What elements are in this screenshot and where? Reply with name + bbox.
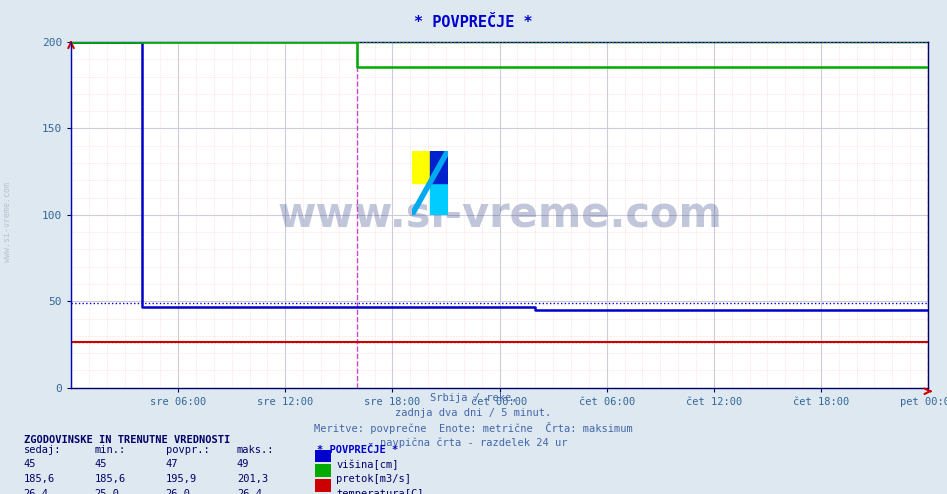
- Text: navpična črta - razdelek 24 ur: navpična črta - razdelek 24 ur: [380, 437, 567, 448]
- Text: 26,4: 26,4: [237, 489, 261, 494]
- Text: 26,0: 26,0: [166, 489, 190, 494]
- Text: povpr.:: povpr.:: [166, 445, 209, 454]
- Text: 49: 49: [237, 459, 249, 469]
- Text: Srbija / reke,: Srbija / reke,: [430, 393, 517, 403]
- Text: min.:: min.:: [95, 445, 126, 454]
- Bar: [430, 151, 448, 183]
- Text: maks.:: maks.:: [237, 445, 275, 454]
- Text: 195,9: 195,9: [166, 474, 197, 484]
- Text: temperatura[C]: temperatura[C]: [336, 489, 423, 494]
- Text: zadnja dva dni / 5 minut.: zadnja dva dni / 5 minut.: [396, 408, 551, 417]
- Text: Meritve: povprečne  Enote: metrične  Črta: maksimum: Meritve: povprečne Enote: metrične Črta:…: [314, 422, 633, 434]
- Text: 45: 45: [24, 459, 36, 469]
- Bar: [430, 183, 448, 215]
- Text: * POVPREČJE *: * POVPREČJE *: [317, 445, 399, 454]
- Text: 25,0: 25,0: [95, 489, 119, 494]
- Text: 26,4: 26,4: [24, 489, 48, 494]
- Text: 45: 45: [95, 459, 107, 469]
- Text: pretok[m3/s]: pretok[m3/s]: [336, 474, 411, 484]
- Text: sedaj:: sedaj:: [24, 445, 62, 454]
- Text: višina[cm]: višina[cm]: [336, 459, 399, 470]
- Text: ZGODOVINSKE IN TRENUTNE VREDNOSTI: ZGODOVINSKE IN TRENUTNE VREDNOSTI: [24, 435, 230, 445]
- Text: 47: 47: [166, 459, 178, 469]
- Bar: [412, 151, 430, 183]
- Text: 201,3: 201,3: [237, 474, 268, 484]
- Text: 185,6: 185,6: [95, 474, 126, 484]
- Text: 185,6: 185,6: [24, 474, 55, 484]
- Text: www.si-vreme.com: www.si-vreme.com: [277, 194, 722, 236]
- Text: www.si-vreme.com: www.si-vreme.com: [3, 182, 12, 262]
- Text: * POVPREČJE *: * POVPREČJE *: [414, 15, 533, 30]
